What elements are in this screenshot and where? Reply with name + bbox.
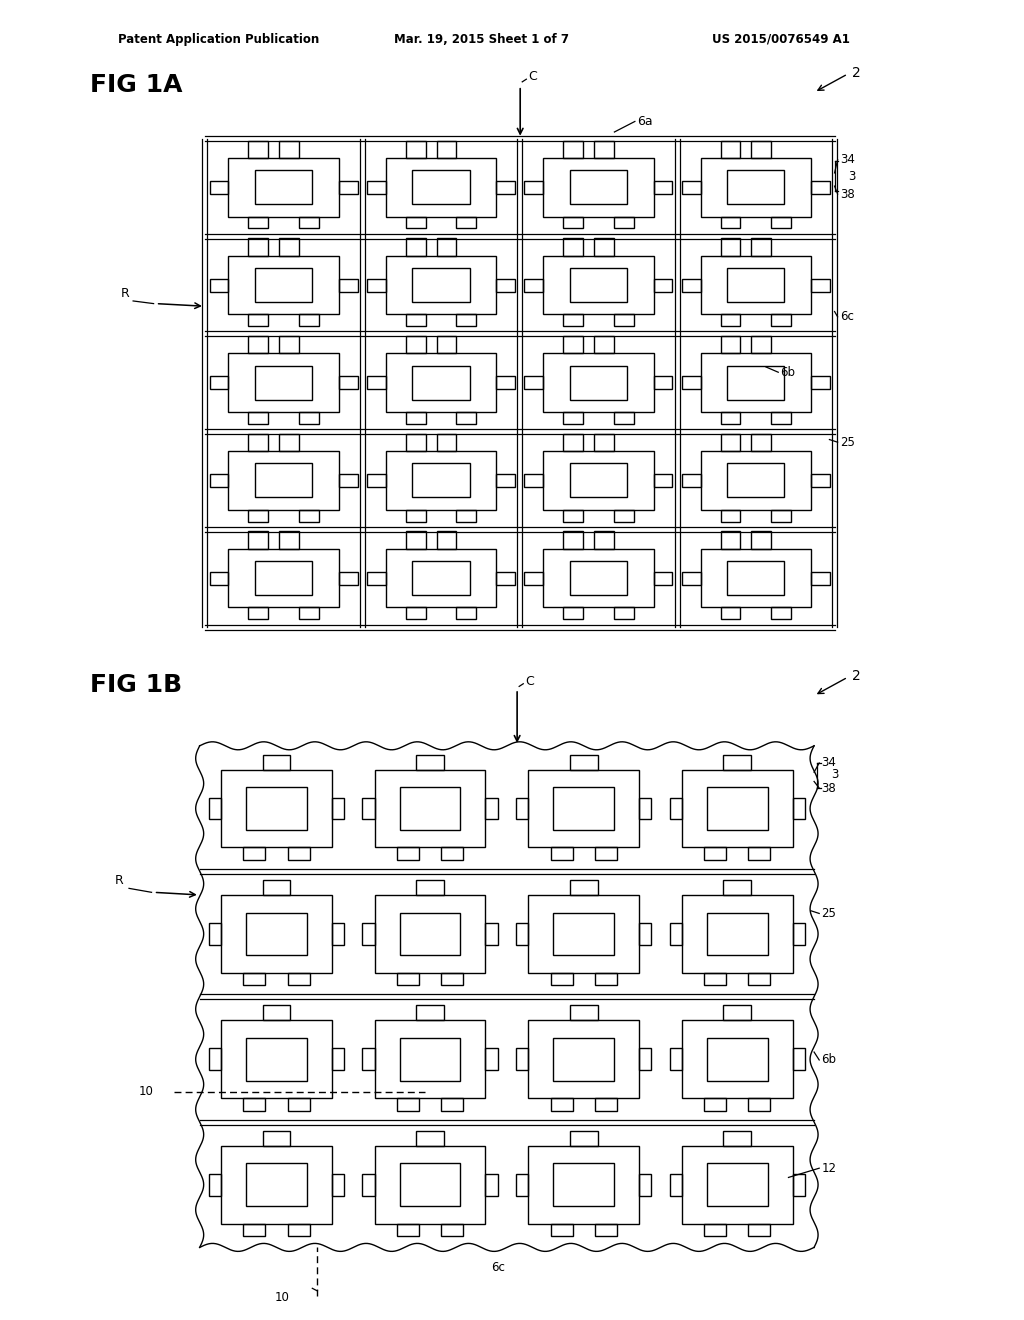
Text: 6c: 6c bbox=[840, 310, 854, 323]
Text: C: C bbox=[525, 675, 535, 688]
Text: 25: 25 bbox=[821, 907, 837, 920]
Text: 38: 38 bbox=[840, 187, 854, 201]
Text: 34: 34 bbox=[840, 153, 855, 166]
Text: 6a: 6a bbox=[637, 115, 652, 128]
Text: R: R bbox=[121, 286, 130, 300]
Text: 2: 2 bbox=[852, 669, 861, 682]
Text: FIG 1A: FIG 1A bbox=[90, 73, 182, 96]
Text: R: R bbox=[115, 874, 124, 887]
Text: 6b: 6b bbox=[780, 366, 796, 379]
Text: Mar. 19, 2015 Sheet 1 of 7: Mar. 19, 2015 Sheet 1 of 7 bbox=[394, 33, 569, 46]
Text: 12: 12 bbox=[821, 1162, 837, 1175]
Text: C: C bbox=[528, 70, 538, 83]
Text: 34: 34 bbox=[821, 756, 837, 770]
Text: 38: 38 bbox=[821, 781, 836, 795]
Text: 6c: 6c bbox=[492, 1261, 506, 1274]
Text: US 2015/0076549 A1: US 2015/0076549 A1 bbox=[712, 33, 850, 46]
Text: 25: 25 bbox=[840, 436, 855, 449]
Text: 3: 3 bbox=[848, 170, 855, 183]
Text: 2: 2 bbox=[852, 66, 861, 79]
Text: 10: 10 bbox=[138, 1085, 154, 1098]
Text: Patent Application Publication: Patent Application Publication bbox=[118, 33, 319, 46]
Text: 3: 3 bbox=[831, 768, 839, 781]
Text: FIG 1B: FIG 1B bbox=[90, 673, 182, 697]
Text: 6b: 6b bbox=[821, 1053, 837, 1067]
Text: 10: 10 bbox=[274, 1291, 290, 1304]
